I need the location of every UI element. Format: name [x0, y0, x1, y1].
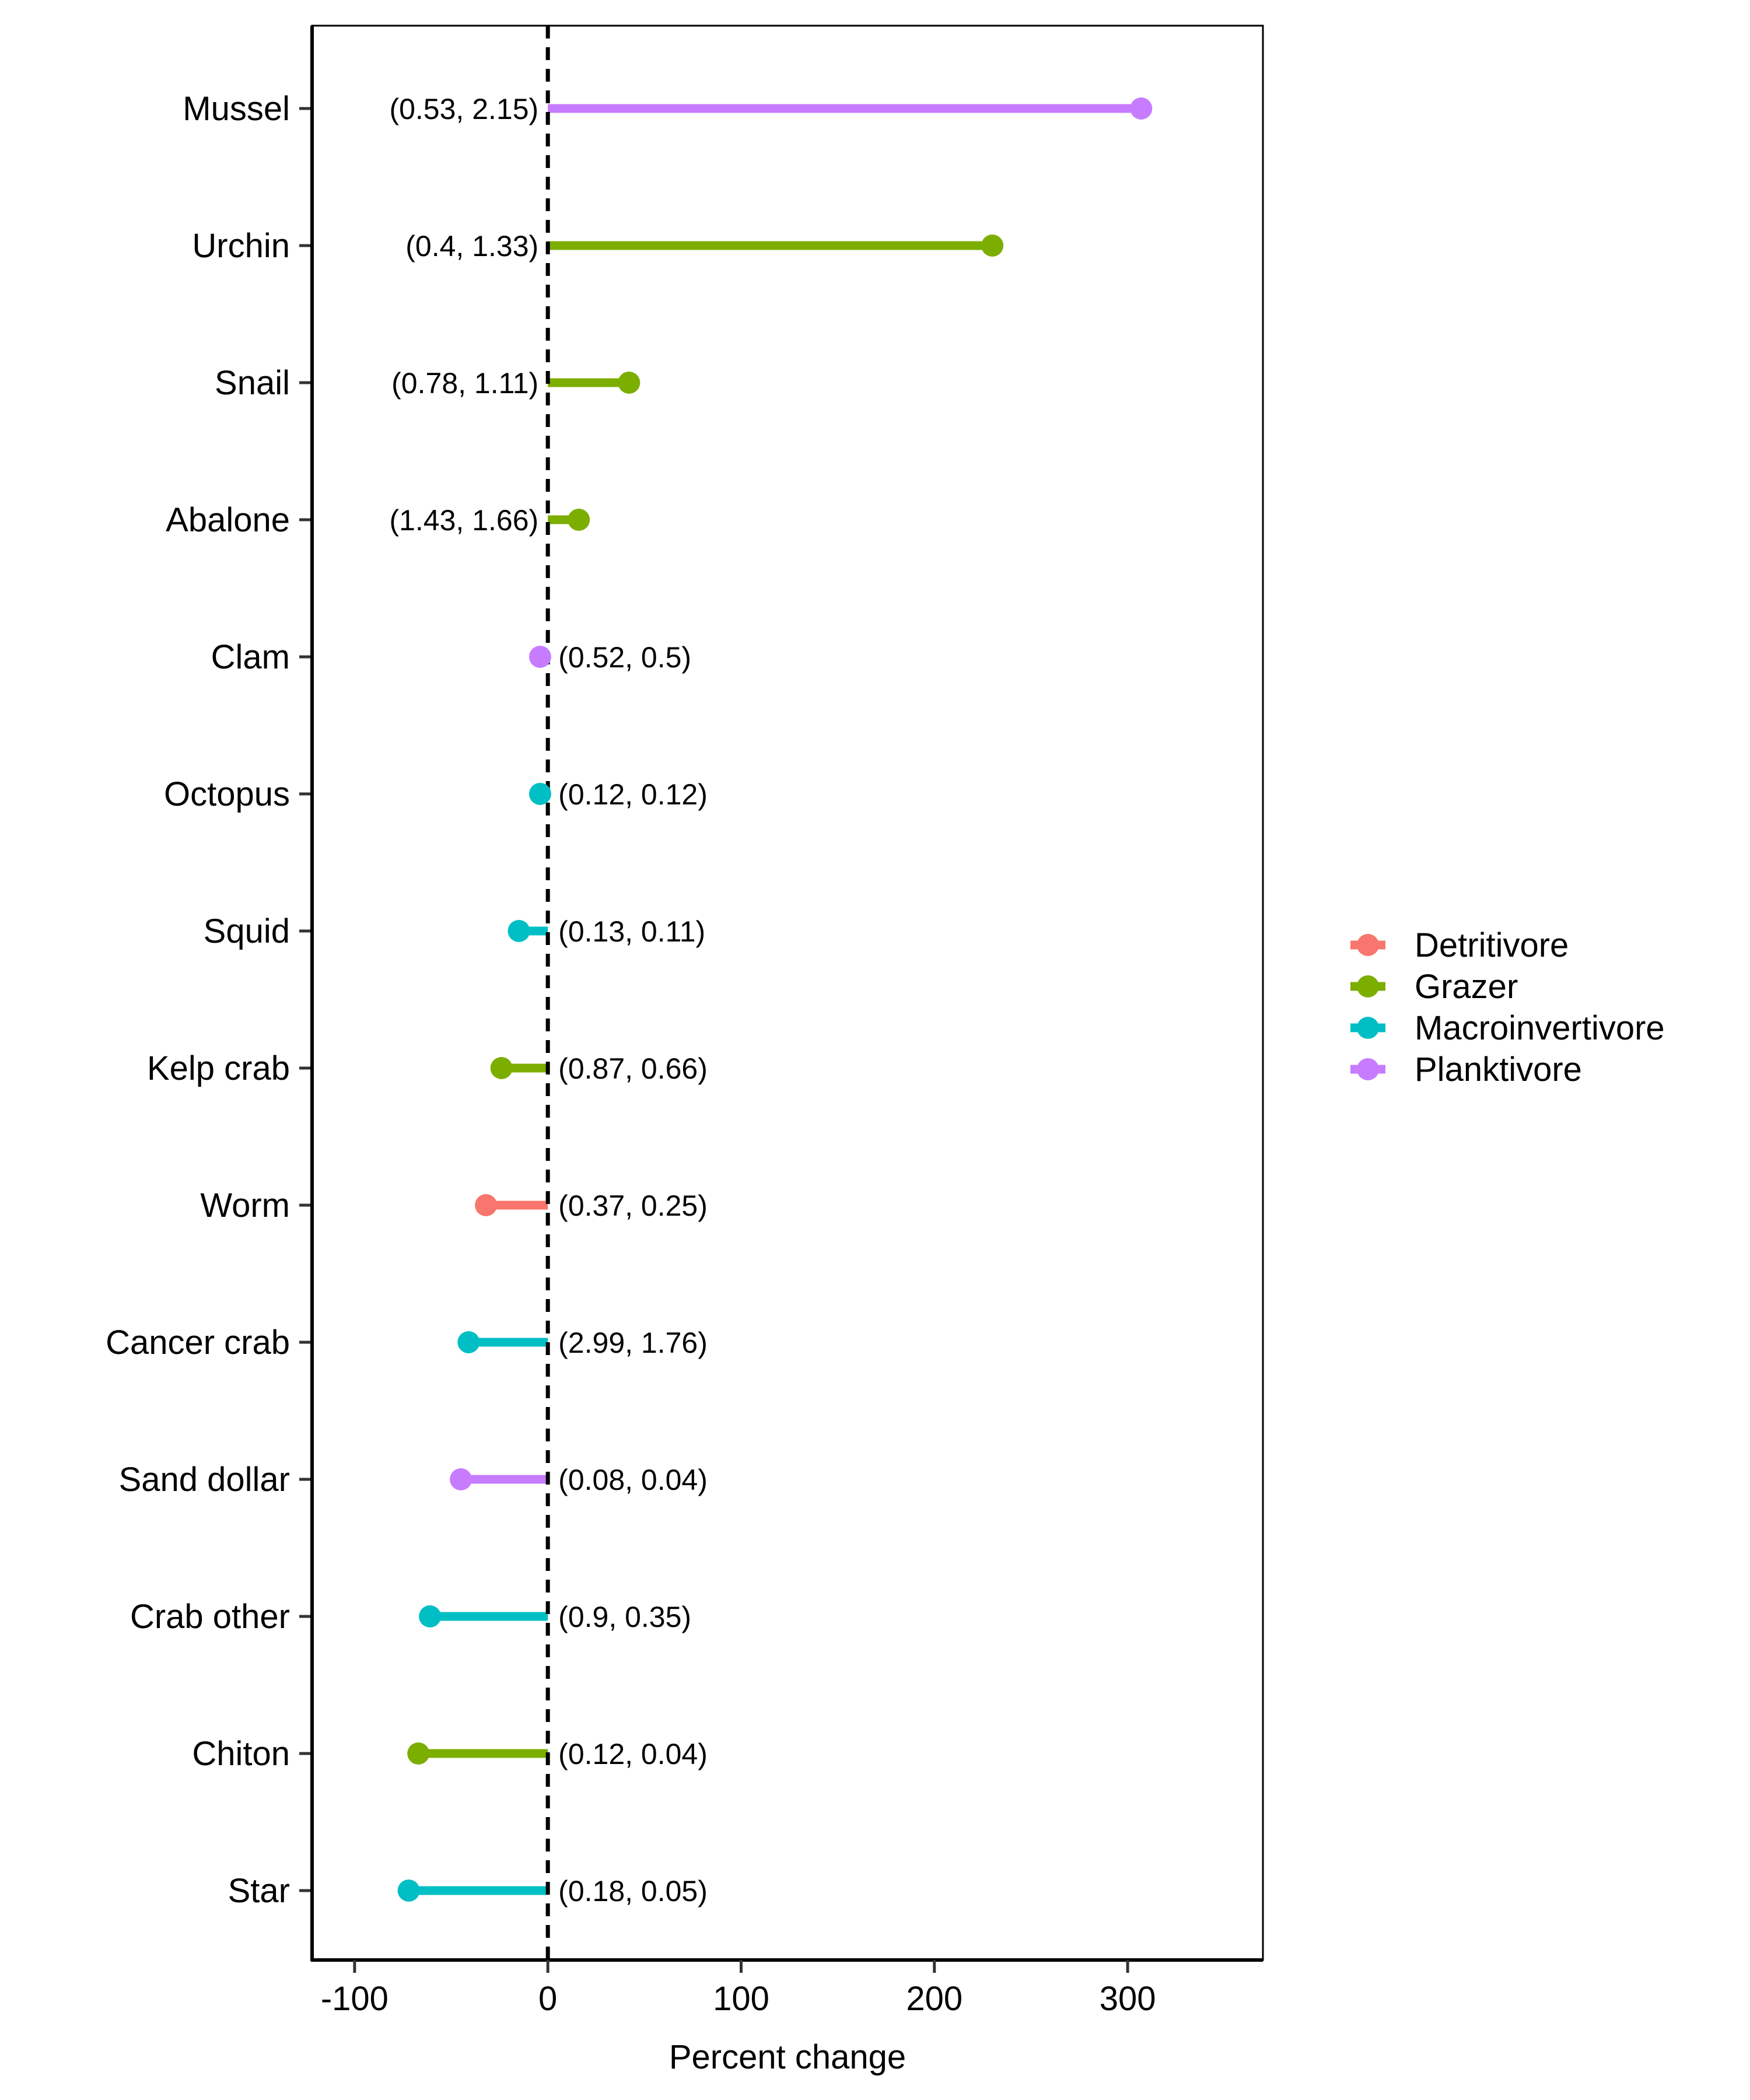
legend-key-point	[1357, 934, 1379, 956]
legend-key-point	[1357, 1017, 1379, 1039]
x-tick-label: -100	[321, 1980, 388, 2018]
y-axis: Mussel Urchin Snail Abalone Clam Octopus Squid…	[106, 26, 314, 1961]
legend-label: Detritivore	[1415, 926, 1569, 964]
x-tick-label: 100	[713, 1980, 769, 2018]
point	[450, 1468, 473, 1490]
point	[419, 1605, 442, 1628]
point-annotation: (1.43, 1.66)	[389, 504, 538, 537]
point	[397, 1880, 420, 1902]
y-tick-label: Octopus	[164, 775, 290, 813]
y-tick-label: Abalone	[166, 501, 290, 539]
y-tick-label: Urchin	[192, 227, 290, 265]
point	[528, 646, 551, 668]
x-tick-label: 200	[906, 1980, 963, 2018]
x-tick-label: 300	[1100, 1980, 1156, 2018]
point-annotation: (0.13, 0.11)	[558, 915, 705, 948]
x-axis-label: Percent change	[669, 2038, 906, 2076]
point	[407, 1742, 430, 1765]
x-axis: -100 0 100 200 300	[311, 1958, 1263, 2018]
y-tick-label: Mussel	[183, 90, 290, 128]
legend-label: Planktivore	[1415, 1051, 1582, 1088]
legend-key-point	[1357, 975, 1379, 998]
y-tick-label: Worm	[200, 1186, 290, 1224]
point	[981, 235, 1004, 257]
value-annotations: (0.53, 2.15) (0.4, 1.33) (0.78, 1.11) (1.43…	[389, 93, 707, 1908]
y-tick-label: Chiton	[192, 1735, 290, 1773]
point-annotation: (0.53, 2.15)	[389, 93, 538, 125]
point	[528, 783, 551, 805]
lollipop-points	[397, 97, 1153, 1902]
point	[568, 509, 590, 531]
point	[618, 372, 640, 394]
y-tick-label: Kelp crab	[147, 1049, 290, 1087]
x-tick-label: 0	[538, 1980, 557, 2018]
plot-panel	[311, 24, 1264, 1961]
point	[1130, 97, 1153, 120]
y-tick-label: Star	[228, 1872, 290, 1910]
point	[475, 1194, 498, 1216]
point-annotation: (0.87, 0.66)	[558, 1052, 708, 1085]
legend-key-point	[1357, 1058, 1379, 1080]
point-annotation: (0.12, 0.12)	[558, 778, 708, 811]
y-tick-label: Squid	[204, 912, 290, 950]
point	[457, 1331, 480, 1353]
point-annotation: (0.4, 1.33)	[405, 230, 538, 262]
point	[490, 1057, 513, 1079]
y-tick-label: Snail	[215, 364, 290, 402]
point-annotation: (0.78, 1.11)	[391, 367, 538, 400]
legend-label: Grazer	[1415, 968, 1518, 1006]
point-annotation: (0.08, 0.04)	[558, 1464, 708, 1496]
legend-label: Macroinvertivore	[1415, 1009, 1665, 1047]
y-tick-label: Sand dollar	[119, 1461, 290, 1499]
point-annotation: (0.37, 0.25)	[558, 1189, 708, 1222]
point	[508, 920, 530, 942]
point-annotation: (0.9, 0.35)	[558, 1601, 691, 1633]
y-tick-label: Crab other	[130, 1598, 290, 1636]
point-annotation: (2.99, 1.76)	[558, 1326, 708, 1359]
y-tick-label: Clam	[211, 638, 290, 676]
point-annotation: (0.52, 0.5)	[558, 641, 691, 674]
point-annotation: (0.18, 0.05)	[558, 1875, 708, 1908]
point-annotation: (0.12, 0.04)	[558, 1738, 708, 1770]
y-tick-label: Cancer crab	[106, 1324, 290, 1362]
